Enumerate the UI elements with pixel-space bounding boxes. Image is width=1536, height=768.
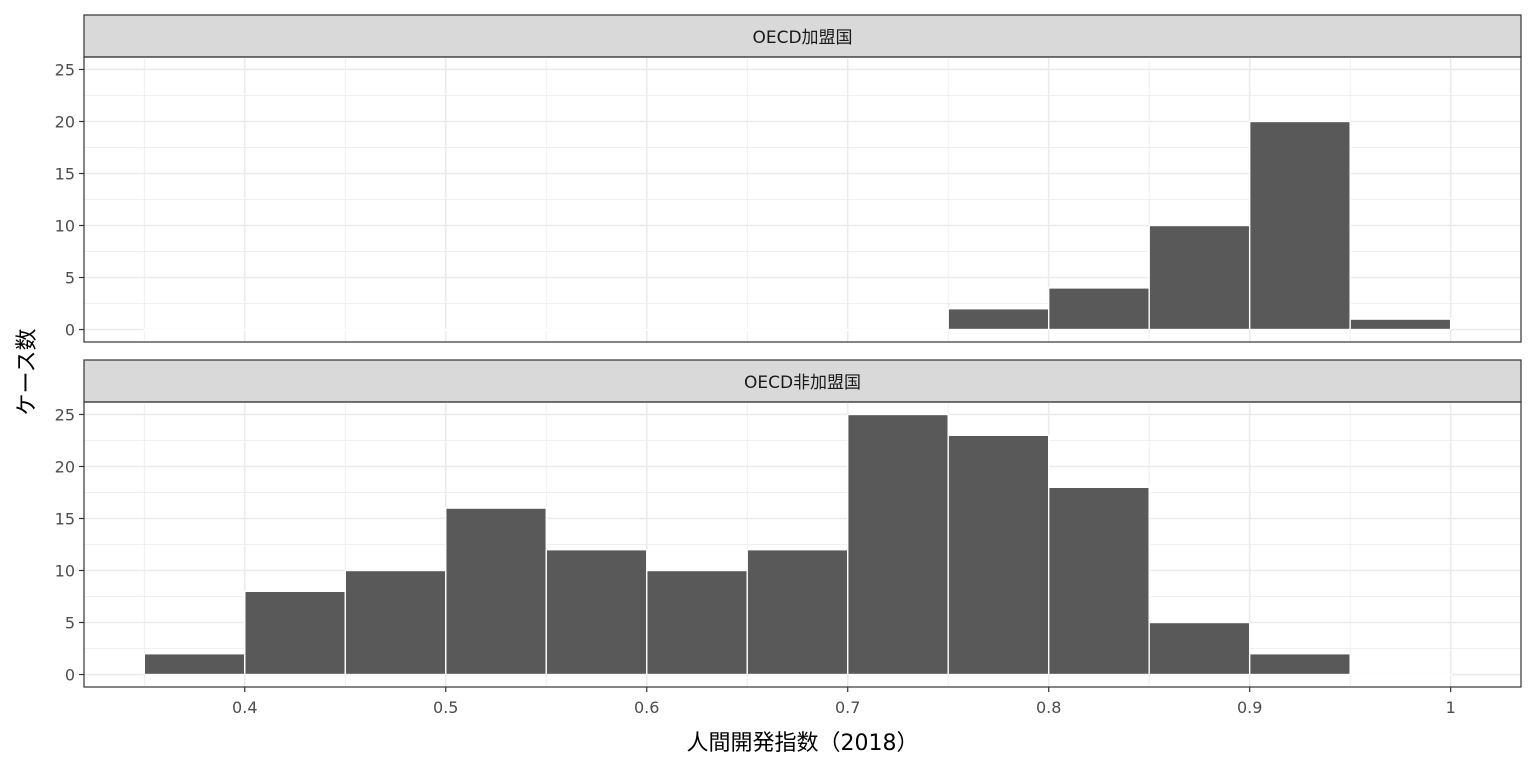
- histogram-bar: [143, 328, 246, 331]
- panel-1-title: OECD加盟国: [752, 28, 852, 48]
- y-tick-label: 5: [65, 614, 75, 633]
- y-tick-label: 15: [55, 164, 75, 183]
- histogram-bar: [646, 569, 748, 676]
- histogram-bar: [847, 413, 949, 676]
- y-tick-label: 25: [55, 60, 75, 79]
- panel-1-border: [83, 56, 1522, 343]
- x-tick-label: 0.5: [433, 698, 458, 717]
- histogram-bar: [244, 328, 346, 331]
- y-tick-label: 0: [65, 321, 75, 340]
- panel-2-bars: [143, 413, 1452, 676]
- x-axis-title: 人間開発指数（2018）: [687, 731, 919, 756]
- x-axis: 0.4 0.5 0.6 0.7 0.8 0.9 1: [232, 687, 1456, 717]
- panel-1-y-axis: 0 5 10 15 20 25: [55, 60, 84, 340]
- histogram-bar: [1349, 673, 1452, 676]
- y-tick-label: 0: [65, 666, 75, 685]
- histogram-bar: [746, 549, 849, 676]
- y-tick-label: 20: [55, 112, 75, 131]
- y-tick-label: 5: [65, 269, 75, 288]
- x-tick-label: 0.9: [1237, 698, 1262, 717]
- x-tick-label: 0.7: [835, 698, 860, 717]
- histogram-bar: [344, 328, 447, 331]
- y-tick-label: 10: [55, 562, 75, 581]
- panel-2-title: OECD非加盟国: [744, 373, 861, 393]
- histogram-bar: [545, 328, 648, 331]
- histogram-bar: [1349, 318, 1452, 331]
- panel-1-strip: [83, 14, 1522, 58]
- y-tick-label: 20: [55, 457, 75, 476]
- panel-1: OECD加盟国 0 5 10 15 20 25: [55, 14, 1522, 343]
- histogram-bar: [445, 328, 547, 331]
- y-tick-label: 15: [55, 509, 75, 528]
- y-axis-title: ケース数: [15, 329, 40, 416]
- histogram-bar: [1148, 224, 1251, 331]
- histogram-bar: [445, 507, 547, 676]
- histogram-bar: [1047, 486, 1150, 676]
- histogram-bar: [244, 590, 346, 676]
- histogram-bar: [947, 308, 1050, 331]
- x-tick-label: 0.4: [232, 698, 257, 717]
- x-tick-label: 1: [1446, 698, 1456, 717]
- histogram-bar: [947, 434, 1050, 676]
- y-tick-label: 10: [55, 217, 75, 236]
- panel-2: OECD非加盟国 0 5 10 15 20 25: [55, 359, 1522, 688]
- panel-2-y-axis: 0 5 10 15 20 25: [55, 405, 84, 685]
- histogram-bar: [1248, 653, 1351, 676]
- histogram-bar: [143, 653, 246, 676]
- histogram-bar: [344, 569, 447, 676]
- x-tick-label: 0.8: [1036, 698, 1061, 717]
- x-tick-label: 0.6: [634, 698, 659, 717]
- histogram-bar: [1047, 287, 1150, 331]
- panel-1-bars: [143, 120, 1452, 331]
- histogram-bar: [1248, 120, 1351, 331]
- histogram-bar: [1148, 621, 1251, 676]
- histogram-bar: [545, 549, 648, 676]
- panel-2-strip: [83, 359, 1522, 403]
- panel-2-border: [83, 401, 1522, 688]
- histogram-bar: [646, 328, 748, 331]
- histogram-bar: [746, 328, 849, 331]
- y-tick-label: 25: [55, 405, 75, 424]
- histogram-bar: [847, 328, 949, 331]
